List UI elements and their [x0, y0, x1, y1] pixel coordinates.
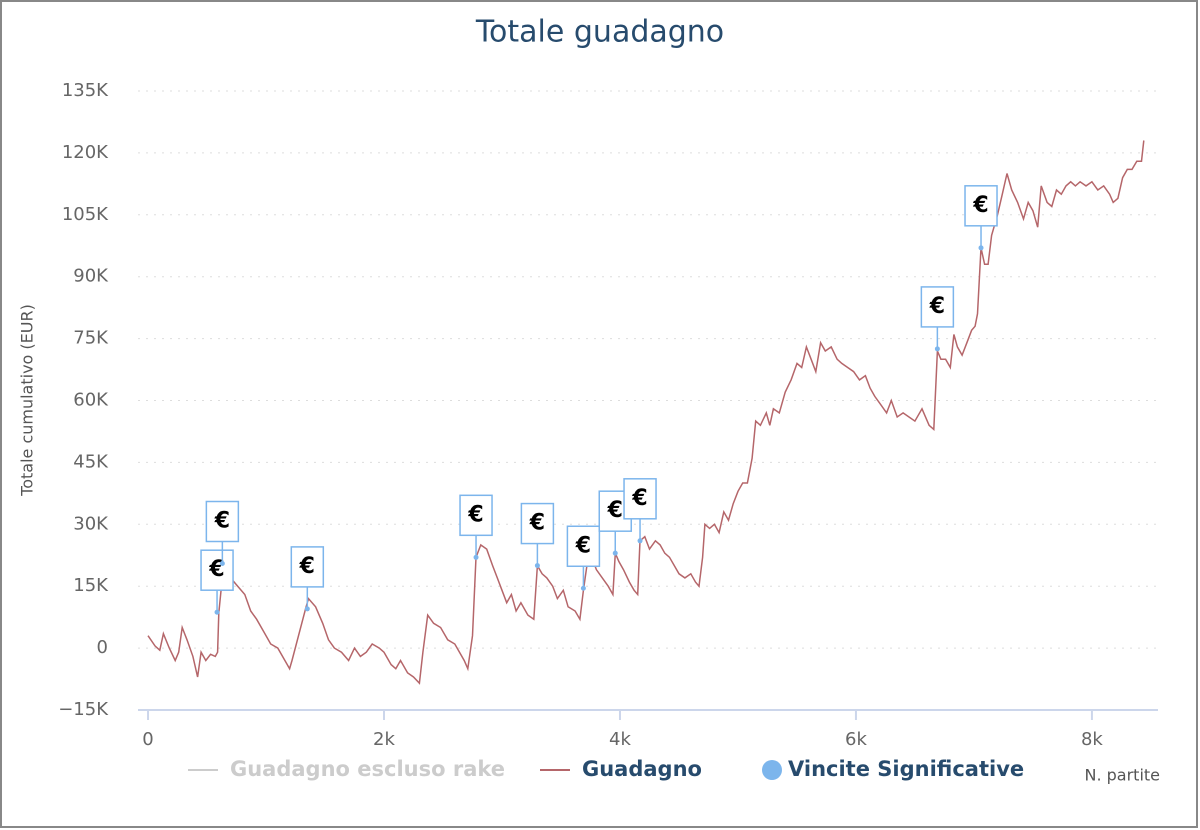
flag-label: € [929, 294, 945, 319]
flag: € [520, 502, 555, 569]
flag-point [304, 606, 310, 612]
flag: € [623, 478, 657, 544]
flag-label: € [575, 533, 591, 558]
legend-symbol [762, 760, 782, 780]
y-tick-label: 135K [62, 80, 109, 101]
flag: € [964, 185, 998, 251]
legend-label[interactable]: Guadagno escluso rake [230, 757, 505, 781]
y-tick-label: 90K [73, 266, 109, 287]
flag: € [566, 525, 601, 591]
legend-label[interactable]: Vincite Significative [788, 757, 1024, 781]
x-tick-label: 0 [142, 729, 153, 750]
y-tick-label: 45K [73, 451, 109, 472]
flag-box [290, 546, 325, 588]
flag-point [219, 561, 225, 567]
flag-point [612, 550, 618, 556]
y-tick-label: 120K [62, 142, 109, 163]
y-tick-label: 15K [73, 575, 109, 596]
flag-label: € [631, 486, 647, 511]
flag-box [566, 525, 601, 568]
flag: € [290, 546, 325, 612]
flag-box [623, 478, 657, 520]
flag-box [459, 494, 493, 537]
flag-label: € [607, 498, 623, 523]
y-tick-label: 75K [73, 328, 109, 349]
flag-box [520, 502, 555, 545]
flag-point [580, 585, 586, 591]
flag-label: € [467, 502, 483, 527]
flag: € [920, 286, 955, 352]
flag: € [200, 549, 234, 615]
chart-title: Totale guadagno [475, 15, 724, 50]
flag-point [934, 346, 940, 352]
flag-point [534, 563, 540, 569]
x-tick-label: 4k [609, 729, 631, 750]
x-tick-label: 8k [1081, 729, 1103, 750]
flag-label: € [972, 193, 988, 218]
y-tick-label: 60K [73, 390, 109, 411]
flag: € [459, 494, 493, 560]
flag-point [978, 245, 984, 251]
y-tick-label: 30K [73, 513, 109, 534]
flag-box [964, 185, 998, 227]
y-axis-title: Totale cumulativo (EUR) [18, 304, 37, 497]
x-tick-label: 2k [373, 729, 395, 750]
y-tick-label: 0 [97, 637, 108, 658]
flag-label: € [529, 511, 545, 536]
flag-label: € [299, 554, 315, 579]
y-tick-label: −15K [58, 699, 109, 720]
y-tick-label: 105K [62, 204, 109, 225]
legend-label[interactable]: Guadagno [582, 757, 702, 781]
flag-label: € [214, 509, 230, 534]
flag-box [205, 500, 240, 543]
x-axis-title: N. partite [1084, 766, 1160, 785]
flag: € [205, 500, 240, 567]
flag-box [920, 286, 955, 328]
x-tick-label: 6k [845, 729, 867, 750]
flag-point [214, 609, 220, 615]
flag-box [200, 549, 234, 591]
flag-point [637, 538, 643, 544]
line [147, 140, 1145, 685]
flag-point [473, 554, 479, 560]
